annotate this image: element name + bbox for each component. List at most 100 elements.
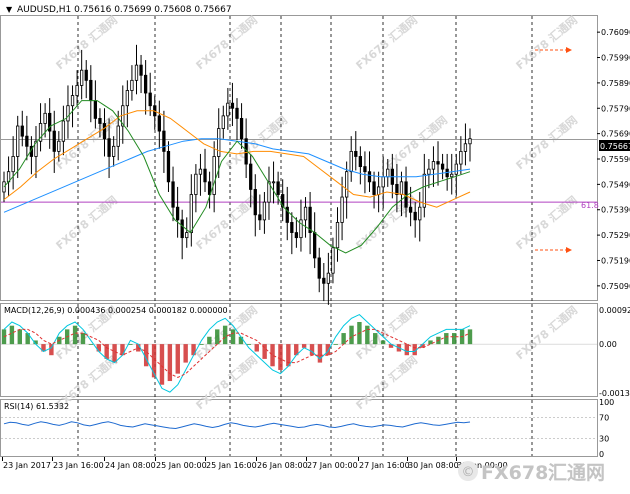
macd-histogram-bar bbox=[207, 337, 211, 344]
rsi-panel[interactable] bbox=[1, 400, 598, 457]
macd-axis-label: 0.00 bbox=[599, 340, 617, 349]
watermark-text: FX678 汇通网 bbox=[354, 14, 420, 73]
candle-body bbox=[437, 162, 439, 165]
candle-body bbox=[204, 169, 206, 182]
arrow-lower-head bbox=[566, 247, 572, 253]
candle-body bbox=[272, 182, 274, 183]
rsi-axis-label: 30 bbox=[599, 434, 609, 443]
candle-body bbox=[414, 212, 416, 220]
candle-body bbox=[460, 151, 462, 164]
macd-histogram-bar bbox=[120, 344, 124, 355]
candle-body bbox=[135, 65, 137, 80]
main-price-panel[interactable] bbox=[1, 16, 598, 301]
watermark-text: FX678 汇通网 bbox=[514, 114, 580, 173]
candle-body bbox=[67, 106, 69, 121]
candle-body bbox=[400, 182, 402, 195]
fx678-logo: © FX678 汇通网 bbox=[458, 461, 605, 484]
chart-menu-marker[interactable]: ▼ bbox=[6, 5, 13, 14]
watermark-text: FX678 汇通网 bbox=[384, 114, 450, 173]
macd-histogram-bar bbox=[255, 344, 259, 351]
macd-axis-label: -0.001324 bbox=[599, 389, 630, 398]
candle-body bbox=[172, 182, 174, 207]
candle-body bbox=[167, 151, 169, 181]
candle-body bbox=[26, 136, 28, 146]
macd-histogram-bar bbox=[81, 333, 85, 344]
candle-body bbox=[432, 162, 434, 170]
candle-body bbox=[90, 80, 92, 100]
macd-histogram-bar bbox=[183, 344, 187, 362]
macd-histogram-bar bbox=[97, 344, 101, 351]
macd-histogram-bar bbox=[168, 344, 172, 381]
time-axis-label: 26 Jan 08:00 bbox=[257, 461, 308, 470]
candle-body bbox=[323, 278, 325, 283]
candle-body bbox=[377, 187, 379, 195]
macd-histogram-bar bbox=[247, 344, 251, 345]
candle-body bbox=[181, 220, 183, 238]
candle-body bbox=[350, 151, 352, 171]
candle-body bbox=[176, 207, 178, 220]
watermark-text: FX678 汇通网 bbox=[354, 354, 420, 413]
candle-body bbox=[190, 195, 192, 233]
candle-body bbox=[231, 103, 233, 108]
macd-histogram-bar bbox=[10, 326, 14, 344]
candle-body bbox=[144, 75, 146, 93]
candle-body bbox=[254, 189, 256, 214]
candle-body bbox=[213, 156, 215, 194]
candle-body bbox=[277, 182, 279, 195]
rsi-indicator-label: RSI(14) 61.5332 bbox=[4, 402, 69, 411]
candle-body bbox=[263, 202, 265, 220]
macd-histogram-bar bbox=[365, 326, 369, 344]
price-layer bbox=[1, 45, 597, 305]
current-price-value: 0.75667 bbox=[600, 142, 630, 151]
macd-histogram-bar bbox=[231, 329, 235, 344]
watermark-text: FX678 汇通网 bbox=[194, 354, 260, 413]
candle-body bbox=[355, 151, 357, 156]
watermark-text: FX678 汇通网 bbox=[514, 14, 580, 73]
candle-body bbox=[304, 207, 306, 220]
fx678-logo-brand: FX678 bbox=[481, 462, 548, 484]
candle-body bbox=[163, 131, 165, 151]
candle-body bbox=[58, 141, 60, 151]
candle-body bbox=[186, 233, 188, 238]
candle-body bbox=[149, 93, 151, 106]
candle-body bbox=[405, 182, 407, 207]
macd-histogram-bar bbox=[176, 344, 180, 374]
symbol-ohlc-label: AUDUSD,H1 0.75616 0.75699 0.75608 0.7566… bbox=[17, 5, 232, 15]
candle-body bbox=[368, 172, 370, 182]
macd-histogram-bar bbox=[73, 326, 77, 344]
candle-body bbox=[240, 118, 242, 138]
arrow-upper-head bbox=[566, 47, 572, 53]
time-axis-label: 27 Jan 00:00 bbox=[307, 461, 358, 470]
candle-body bbox=[259, 215, 261, 220]
macd-indicator-label: MACD(12,26,9) 0.000436 0.000254 0.000182… bbox=[4, 306, 228, 315]
macd-histogram-bar bbox=[444, 333, 448, 344]
candle-body bbox=[21, 126, 23, 136]
macd-histogram-bar bbox=[215, 329, 219, 344]
candle-body bbox=[387, 169, 389, 177]
candle-body bbox=[80, 70, 82, 85]
candle-body bbox=[3, 182, 5, 192]
candle-body bbox=[313, 233, 315, 258]
macd-histogram-bar bbox=[318, 344, 322, 362]
macd-histogram-bar bbox=[452, 333, 456, 344]
candle-body bbox=[12, 156, 14, 171]
time-axis-label: 30 Jan 08:00 bbox=[408, 461, 459, 470]
fib-level-label: 61.8 bbox=[581, 201, 599, 210]
macd-histogram-bar bbox=[160, 344, 164, 385]
candle-body bbox=[423, 174, 425, 207]
candle-body bbox=[195, 174, 197, 194]
time-axis-label: 23 Jan 2017 bbox=[3, 461, 51, 470]
candle-body bbox=[53, 131, 55, 151]
watermark-text: FX678 汇通网 bbox=[514, 304, 580, 363]
candle-body bbox=[112, 146, 114, 156]
